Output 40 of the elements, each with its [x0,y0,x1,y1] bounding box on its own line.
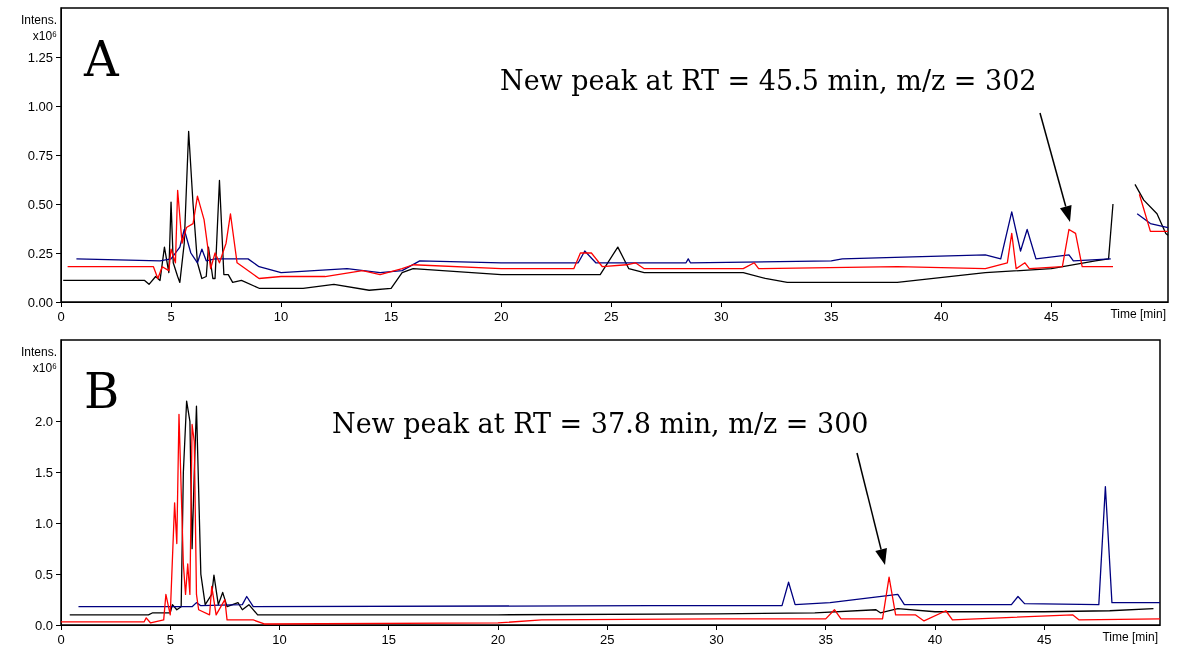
y-tick-label: 1.25 [27,49,53,65]
y-tick-label: 2.0 [34,413,53,429]
x-tick-label: 0 [57,309,65,324]
x-tick-label: 10 [272,632,287,647]
x-tick-label: 15 [381,632,396,647]
x-tick-label: 25 [599,632,615,647]
x-tick-label: 30 [714,309,729,324]
x-tick-label: 20 [493,309,509,324]
x-axis-title: Time [min] [1110,307,1166,321]
x-tick-label: 0 [57,632,65,647]
text: B [84,363,120,419]
x-tick-label: 35 [818,632,833,647]
annotation: New peak at RT = 37.8 min, m/z = 300 [332,407,869,439]
line-series [77,485,1161,608]
x-tick-label: 10 [273,309,289,324]
x-tick-label: 35 [824,309,839,324]
x-tick-label: 25 [603,309,619,324]
y-axis-title: Intens. x10⁶ [20,345,58,375]
y-tick-label: 0.0 [34,617,53,633]
x-tick-label: 20 [490,632,506,647]
x-tick-label: 5 [167,309,175,324]
y-tick-label: 1.00 [27,98,53,114]
x-tick-label: 30 [709,632,724,647]
x-tick-label: 45 [1036,632,1052,647]
x-tick-label: 40 [927,632,943,647]
y-tick-label: 0.25 [27,245,53,261]
y-tick-label: 0.50 [27,196,53,212]
x-tick-label: 45 [1044,309,1059,324]
x-tick-label: 15 [383,309,399,324]
y-axis-title: Intens. x10⁶ [20,13,58,43]
x-axis-title: Time [min] [1102,630,1158,644]
x-tick-label: 40 [934,309,949,324]
x-tick-label: 5 [166,632,174,647]
y-tick-label: 1.0 [34,515,53,531]
y-tick-label: 0.5 [34,566,53,582]
y-tick-label: 0.00 [27,294,53,310]
text: A [83,31,120,87]
y-tick-label: 1.5 [34,464,53,480]
y-tick-label: 0.75 [27,147,53,163]
annotation: New peak at RT = 45.5 min, m/z = 302 [500,64,1037,96]
